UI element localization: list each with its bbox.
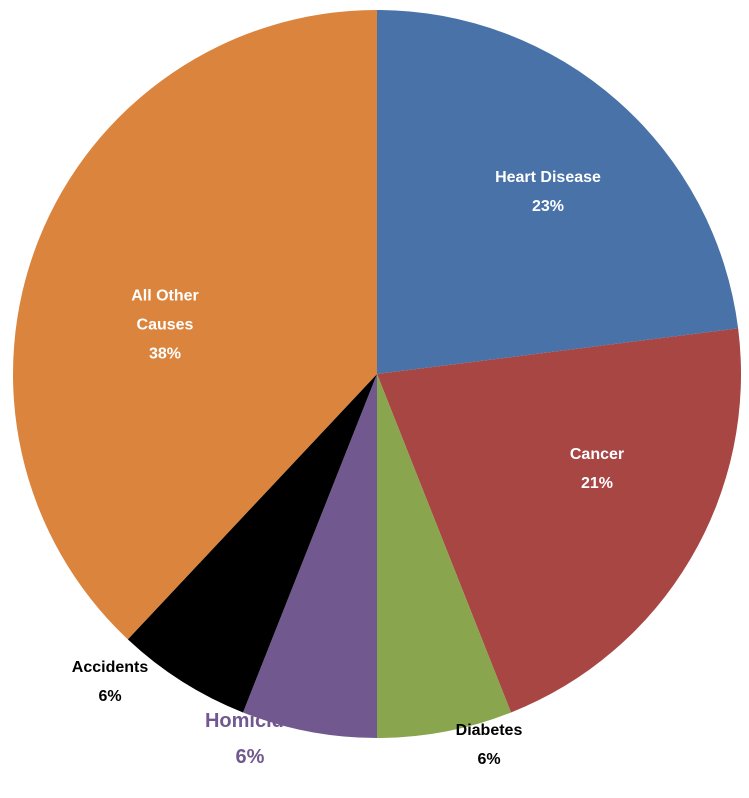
slice-percent: 6%: [235, 746, 265, 768]
data-label: Heart Disease 23%: [448, 163, 648, 221]
slice-name: Cancer: [569, 446, 625, 463]
pie-slice: [127, 374, 377, 713]
slice-percent: 38%: [148, 345, 182, 363]
slice-name: Homicide: [204, 710, 296, 732]
data-label: Cancer 21%: [497, 440, 697, 498]
slice-name: Heart Disease: [495, 169, 601, 186]
pie-slice: [377, 10, 739, 374]
data-label: All Other Causes 38%: [110, 282, 220, 369]
data-label: Accidents 6%: [10, 653, 210, 711]
pie-slice: [377, 374, 511, 738]
slice-name: All Other Causes: [131, 287, 199, 334]
pie-slice: [243, 374, 377, 738]
pie-slice: [377, 328, 742, 713]
data-label: Homicide 6%: [150, 703, 350, 775]
data-label: Diabetes 6%: [389, 716, 589, 774]
pie-slice: [12, 10, 378, 640]
slice-name: Diabetes: [455, 722, 523, 739]
slice-percent: 21%: [580, 475, 614, 492]
slice-percent: 6%: [98, 688, 122, 705]
slice-name: Accidents: [71, 659, 149, 676]
slice-percent: 23%: [531, 198, 565, 215]
slice-percent: 6%: [477, 751, 501, 768]
